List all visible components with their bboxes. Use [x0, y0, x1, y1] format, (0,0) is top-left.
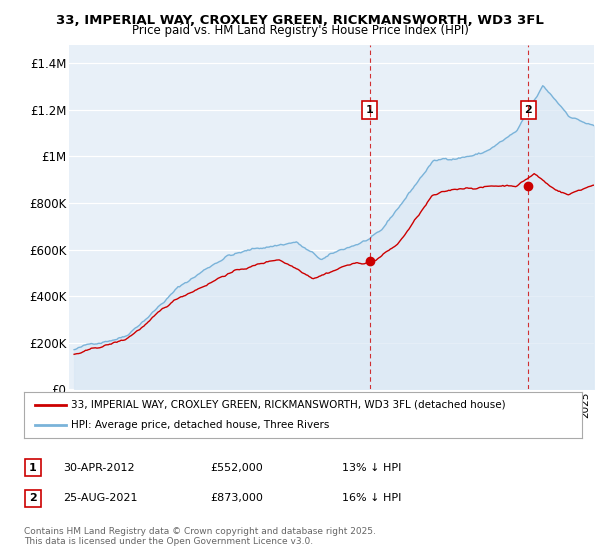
Text: 30-APR-2012: 30-APR-2012 [63, 463, 134, 473]
Text: 25-AUG-2021: 25-AUG-2021 [63, 493, 137, 503]
Text: Price paid vs. HM Land Registry's House Price Index (HPI): Price paid vs. HM Land Registry's House … [131, 24, 469, 37]
Text: HPI: Average price, detached house, Three Rivers: HPI: Average price, detached house, Thre… [71, 420, 330, 430]
Text: 1: 1 [29, 463, 37, 473]
Text: Contains HM Land Registry data © Crown copyright and database right 2025.
This d: Contains HM Land Registry data © Crown c… [24, 526, 376, 546]
Text: 33, IMPERIAL WAY, CROXLEY GREEN, RICKMANSWORTH, WD3 3FL (detached house): 33, IMPERIAL WAY, CROXLEY GREEN, RICKMAN… [71, 400, 506, 410]
Text: £873,000: £873,000 [210, 493, 263, 503]
Text: 16% ↓ HPI: 16% ↓ HPI [342, 493, 401, 503]
Text: 33, IMPERIAL WAY, CROXLEY GREEN, RICKMANSWORTH, WD3 3FL: 33, IMPERIAL WAY, CROXLEY GREEN, RICKMAN… [56, 14, 544, 27]
Text: 2: 2 [29, 493, 37, 503]
Text: 13% ↓ HPI: 13% ↓ HPI [342, 463, 401, 473]
Text: 1: 1 [365, 105, 373, 115]
Text: £552,000: £552,000 [210, 463, 263, 473]
Text: 2: 2 [524, 105, 532, 115]
